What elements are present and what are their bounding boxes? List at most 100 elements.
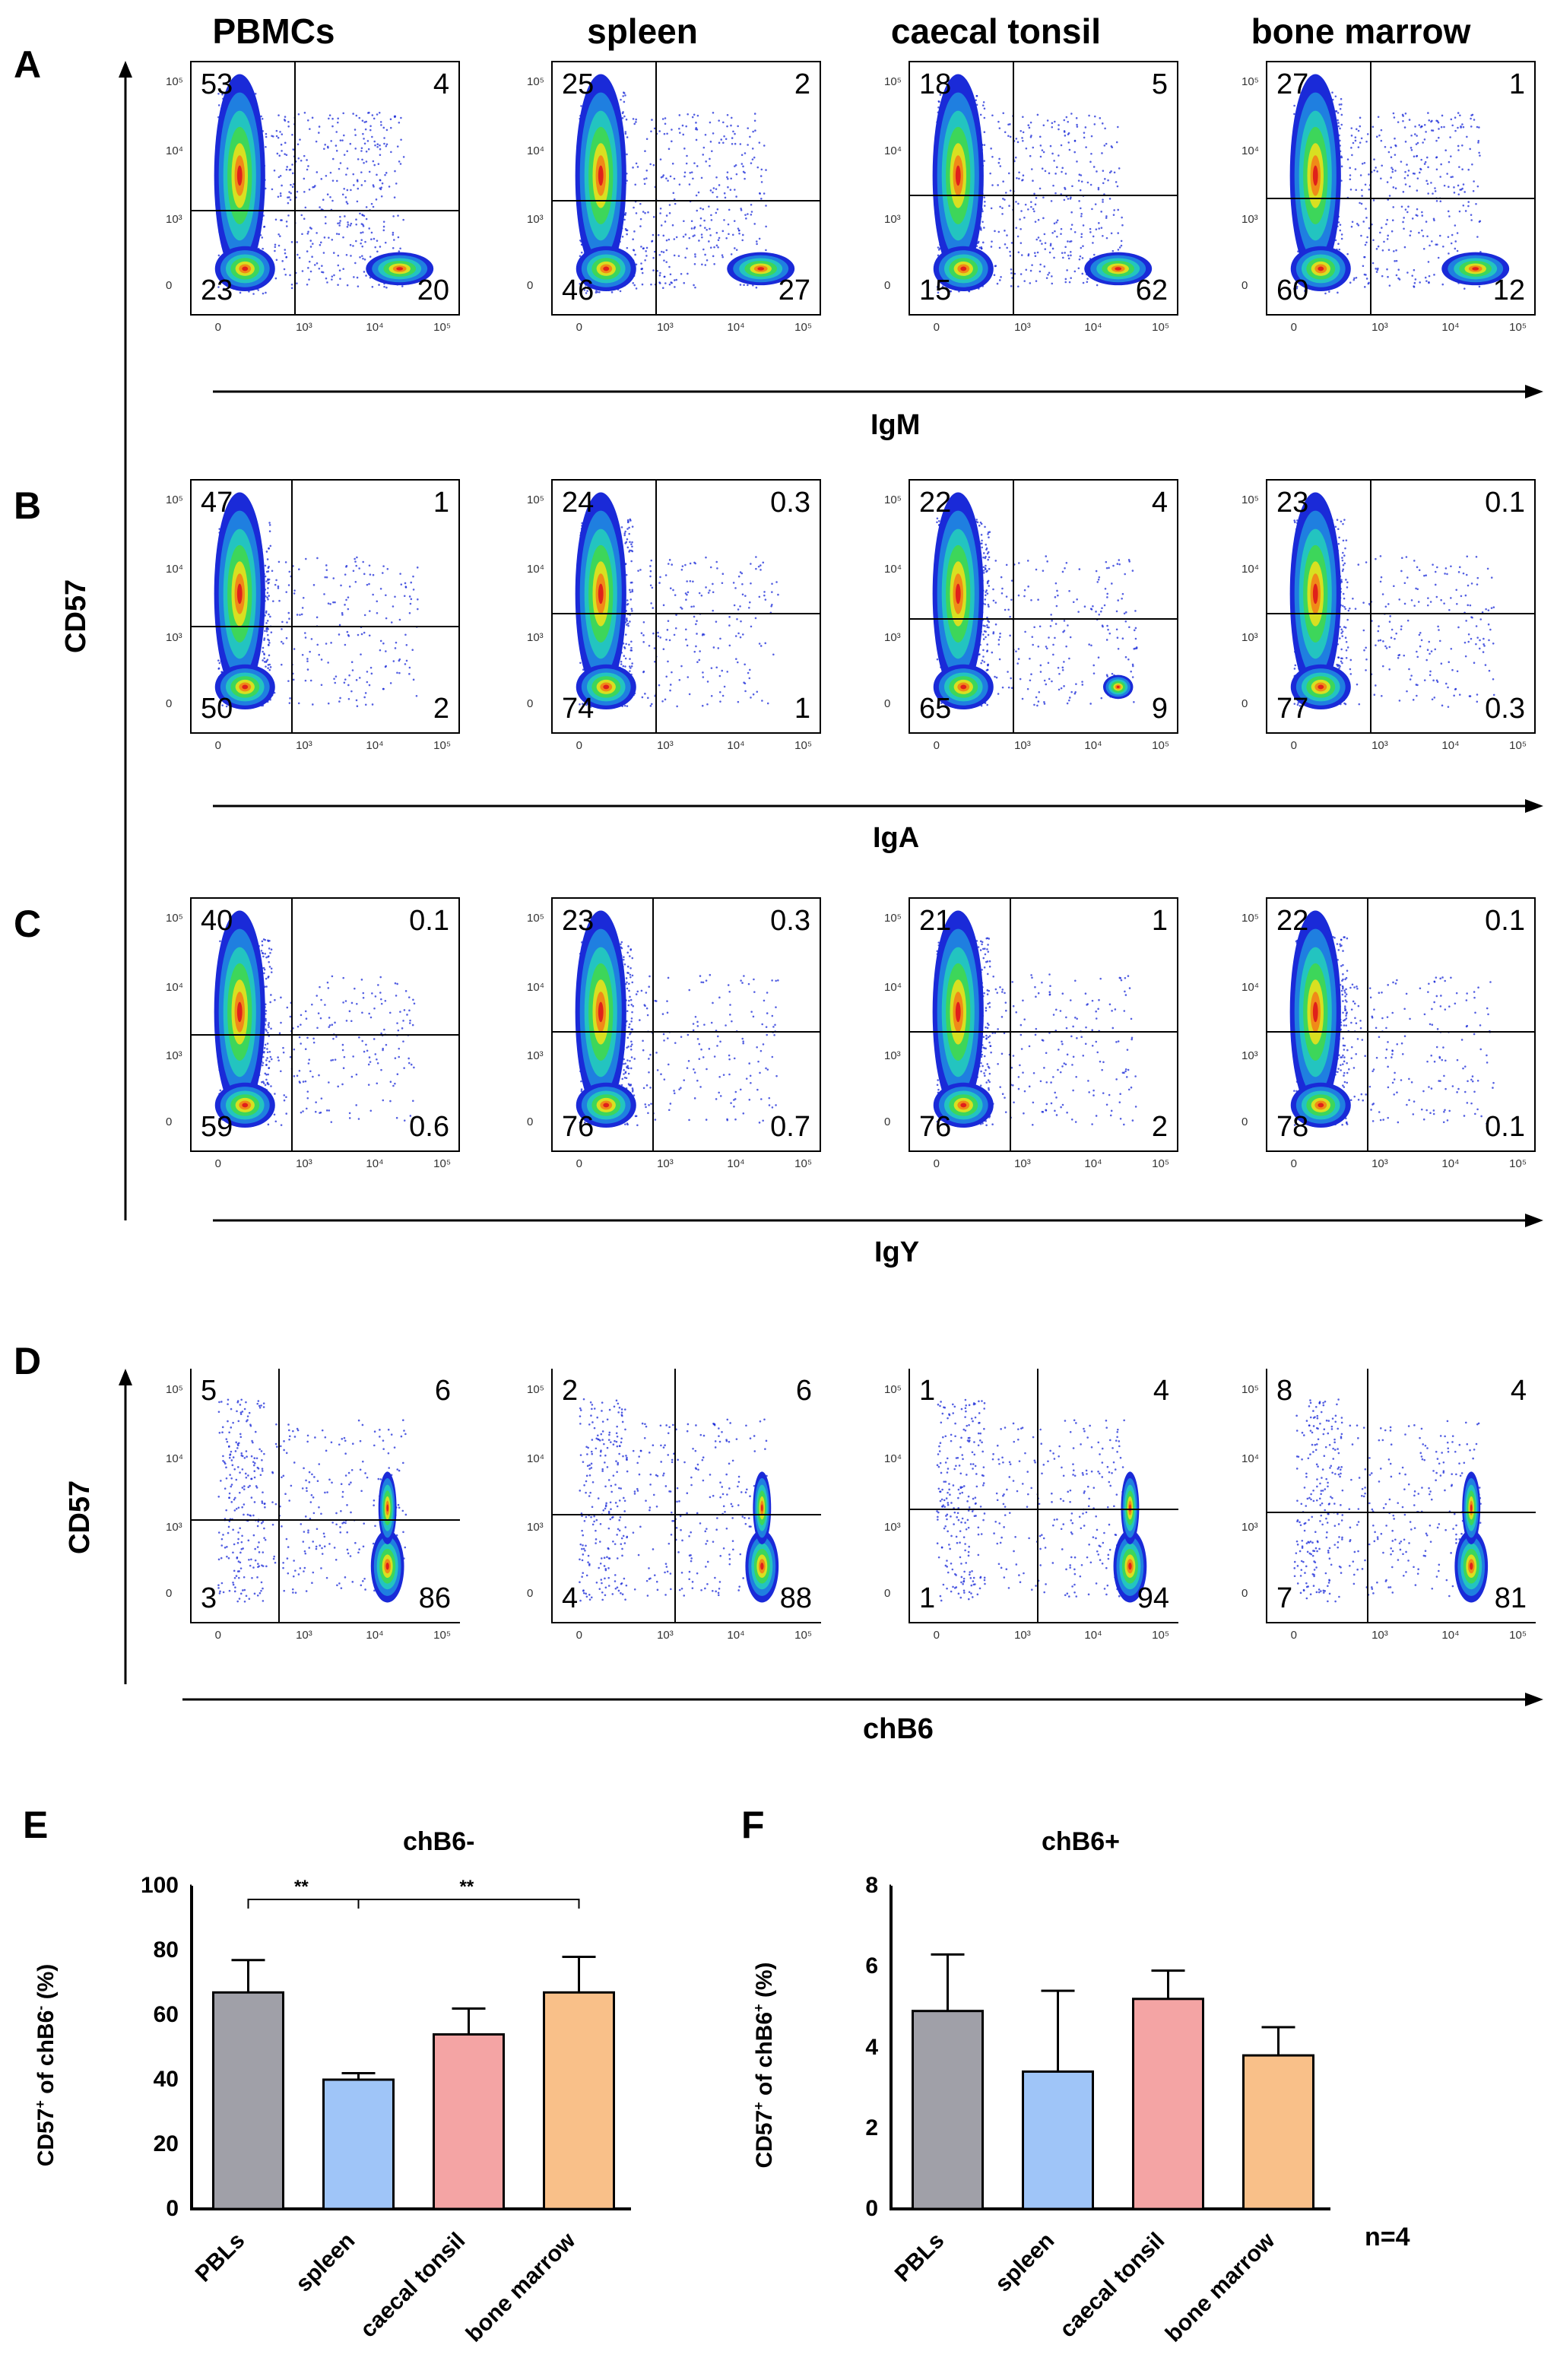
- x-axis-title-b: IgA: [873, 823, 919, 852]
- x-tick-label: 10⁴: [366, 740, 383, 751]
- quadrant-value-lr: 88: [780, 1584, 812, 1613]
- column-header-bone-marrow: bone marrow: [1247, 14, 1475, 49]
- error-bar: [1152, 1971, 1185, 1999]
- quadrant-value-ll: 23: [201, 276, 233, 305]
- quadrant-value-lr: 20: [417, 276, 449, 305]
- quadrant-value-ul: 2: [562, 1376, 578, 1405]
- y-tick-label: 10³: [527, 214, 544, 225]
- x-tick-label: 10⁴: [1084, 1630, 1102, 1641]
- x-tick-label: 10³: [1371, 322, 1388, 333]
- y-tick-label: 10⁵: [166, 494, 183, 506]
- quadrant-gate-horizontal: [910, 618, 1177, 620]
- x-tick-label: 10⁴: [1084, 740, 1102, 751]
- y-tick-label: 10⁴: [166, 1453, 183, 1464]
- x-tick-label: 10⁴: [1441, 1630, 1459, 1641]
- x-tick-label: 10³: [657, 1630, 674, 1641]
- y-tick-label: 10⁵: [884, 1384, 902, 1395]
- y-tick-label: 10⁵: [1241, 76, 1259, 87]
- x-tick-label: 10³: [296, 322, 312, 333]
- column-header-caecal-tonsil: caecal tonsil: [882, 14, 1110, 49]
- quadrant-gate-horizontal: [192, 1034, 458, 1036]
- significance-bracket: [359, 1899, 579, 1909]
- x-tick-label: 0: [1291, 1630, 1297, 1641]
- y-axis-arrow-abc: [114, 61, 137, 1224]
- y-tick-label: 0: [166, 1116, 172, 1128]
- population-blob-tail: [1462, 1471, 1480, 1544]
- quadrant-value-lr: 94: [1137, 1584, 1169, 1613]
- y-tick-label: 10⁵: [166, 1384, 183, 1395]
- y-tick-label: 0: [527, 698, 533, 709]
- quadrant-gate-horizontal: [553, 200, 820, 202]
- x-tick-label: 10³: [657, 1158, 674, 1169]
- x-tick-label: 10³: [1014, 740, 1031, 751]
- bar-plot-area: [889, 1855, 1346, 2224]
- x-tick-label: 10⁴: [1084, 322, 1102, 333]
- y-tick-label: 0: [832, 2198, 878, 2220]
- quadrant-value-ur: 0.1: [1485, 906, 1525, 935]
- quadrant-gate-horizontal: [553, 613, 820, 614]
- quadrant-value-ur: 1: [1509, 70, 1525, 99]
- y-tick-label: 6: [832, 1955, 878, 1978]
- x-tick-label: 10⁵: [1152, 1630, 1169, 1641]
- y-tick-label: 10³: [166, 632, 182, 643]
- quadrant-value-ur: 1: [1152, 906, 1168, 935]
- x-tick-label: 10³: [296, 740, 312, 751]
- y-tick-label: 10⁴: [1241, 563, 1259, 575]
- bar-pbls: [214, 1992, 284, 2209]
- quadrant-value-lr: 0.1: [1485, 1112, 1525, 1141]
- y-tick-label: 10⁴: [166, 982, 183, 993]
- quadrant-value-lr: 12: [1493, 276, 1525, 305]
- y-tick-label: 10³: [884, 214, 901, 225]
- quadrant-gate-vertical: [655, 62, 657, 314]
- quadrant-value-ll: 65: [919, 694, 951, 723]
- y-tick-label: 10⁴: [166, 563, 183, 575]
- x-tick-label: 10⁴: [727, 1158, 744, 1169]
- event-dots: [936, 1399, 1125, 1601]
- y-tick-label: 10³: [527, 1050, 544, 1061]
- x-tick-label: 10⁵: [794, 1630, 812, 1641]
- x-tick-label: 10⁵: [794, 322, 812, 333]
- y-axis-title-abc: CD57: [62, 585, 90, 653]
- quadrant-value-lr: 1: [794, 694, 810, 723]
- event-dots: [1293, 1398, 1482, 1602]
- x-axis-arrow-b: [213, 795, 1543, 817]
- x-tick-label: 10⁴: [366, 1158, 383, 1169]
- bar-caecal-tonsil: [434, 2035, 504, 2210]
- y-tick-label: 10⁴: [527, 145, 544, 157]
- x-tick-label: 10⁴: [1084, 1158, 1102, 1169]
- x-tick-label: 10⁴: [1441, 740, 1459, 751]
- event-dots: [579, 1398, 768, 1601]
- y-tick-label: 0: [884, 1588, 890, 1599]
- y-tick-label: 4: [832, 2036, 878, 2059]
- y-tick-label: 40: [133, 2068, 179, 2091]
- chart-e-ylabel: CD57+ of chB6- (%): [33, 1936, 58, 2194]
- quadrant-value-lr: 0.3: [1485, 694, 1525, 723]
- bar-plot-area: [190, 1855, 646, 2224]
- bar-bone-marrow: [544, 1992, 614, 2209]
- y-axis-arrow-d: [114, 1369, 137, 1688]
- quadrant-value-ur: 6: [435, 1376, 451, 1405]
- y-tick-label: 10⁵: [884, 76, 902, 87]
- quadrant-gate-horizontal: [910, 1509, 1178, 1510]
- quadrant-gate-vertical: [1013, 481, 1014, 732]
- chart-f-ylabel: CD57+ of chB6+ (%): [752, 1936, 776, 2194]
- quadrant-value-ul: 23: [562, 906, 594, 935]
- chart-e-ylabel-main: CD57: [33, 2109, 59, 2167]
- quadrant-value-ll: 76: [562, 1112, 594, 1141]
- x-axis-title-d: chB6: [863, 1715, 934, 1744]
- quadrant-value-ur: 2: [794, 70, 810, 99]
- quadrant-value-ll: 78: [1276, 1112, 1308, 1141]
- x-tick-label: 0: [934, 740, 940, 751]
- quadrant-value-ll: 3: [201, 1584, 217, 1613]
- quadrant-gate-vertical: [1370, 62, 1371, 314]
- x-tick-label: 0: [1291, 322, 1297, 333]
- chart-f-title: chB6+: [1042, 1829, 1120, 1855]
- quadrant-value-ul: 27: [1276, 70, 1308, 99]
- error-bar: [232, 1960, 265, 1993]
